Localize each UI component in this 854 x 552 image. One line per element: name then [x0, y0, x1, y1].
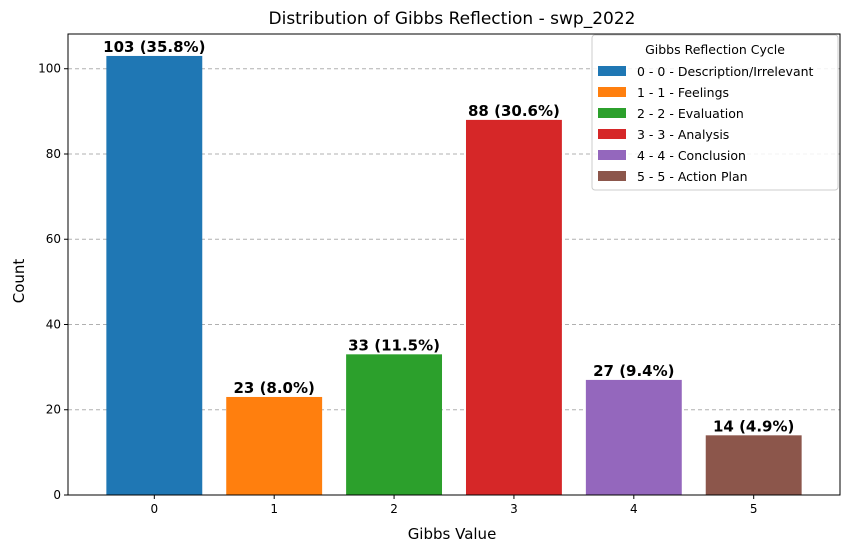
bar-3 [465, 119, 562, 495]
bar-data-label: 88 (30.6%) [468, 102, 560, 120]
x-tick-label: 4 [630, 502, 638, 516]
legend-label: 4 - 4 - Conclusion [637, 148, 746, 163]
legend-entry: 0 - 0 - Description/Irrelevant [598, 64, 814, 79]
x-tick-label: 5 [750, 502, 758, 516]
legend-label: 2 - 2 - Evaluation [637, 106, 744, 121]
legend-swatch [598, 171, 626, 181]
y-axis-label: Count [10, 259, 28, 304]
legend-swatch [598, 108, 626, 118]
legend-swatch [598, 129, 626, 139]
bar-0 [106, 55, 203, 495]
y-tick-label: 80 [46, 147, 61, 161]
legend-label: 0 - 0 - Description/Irrelevant [637, 64, 814, 79]
y-tick-label: 40 [46, 317, 61, 331]
x-tick-label: 1 [270, 502, 278, 516]
x-tick-label: 0 [150, 502, 158, 516]
bar-5 [705, 435, 802, 495]
bar-4 [585, 379, 682, 495]
x-axis: 0 1 2 3 4 5 [150, 495, 758, 516]
legend: Gibbs Reflection Cycle 0 - 0 - Descripti… [591, 34, 839, 191]
legend-label: 3 - 3 - Analysis [637, 127, 729, 142]
legend-entry: 1 - 1 - Feelings [598, 85, 729, 100]
bars [106, 55, 802, 495]
legend-swatch [598, 150, 626, 160]
bar-data-label: 103 (35.8%) [103, 38, 205, 56]
legend-entry: 5 - 5 - Action Plan [598, 169, 748, 184]
bar-data-label: 33 (11.5%) [348, 336, 440, 354]
bar-data-label: 23 (8.0%) [233, 379, 314, 397]
legend-box [591, 34, 839, 191]
y-axis: 0 20 40 60 80 100 [38, 62, 68, 502]
legend-label: 5 - 5 - Action Plan [637, 169, 748, 184]
legend-title: Gibbs Reflection Cycle [645, 42, 785, 57]
legend-swatch [598, 66, 626, 76]
y-tick-label: 20 [46, 403, 61, 417]
legend-swatch [598, 87, 626, 97]
plot-frame [67, 33, 841, 496]
bar-1 [226, 396, 323, 495]
y-tick-label: 100 [38, 62, 61, 76]
chart-title: Distribution of Gibbs Reflection - swp_2… [269, 9, 636, 29]
x-axis-label: Gibbs Value [408, 525, 497, 543]
y-tick-label: 0 [53, 488, 61, 502]
legend-entry: 4 - 4 - Conclusion [598, 148, 746, 163]
legend-entry: 2 - 2 - Evaluation [598, 106, 744, 121]
x-tick-label: 3 [510, 502, 518, 516]
legend-entry: 3 - 3 - Analysis [598, 127, 729, 142]
legend-label: 1 - 1 - Feelings [637, 85, 729, 100]
y-tick-label: 60 [46, 232, 61, 246]
x-tick-label: 2 [390, 502, 398, 516]
bar-data-label: 27 (9.4%) [593, 362, 674, 380]
bar-2 [346, 354, 443, 495]
data-labels: 103 (35.8%) 23 (8.0%) 33 (11.5%) 88 (30.6%)… [103, 38, 794, 435]
bar-data-label: 14 (4.9%) [713, 417, 794, 435]
